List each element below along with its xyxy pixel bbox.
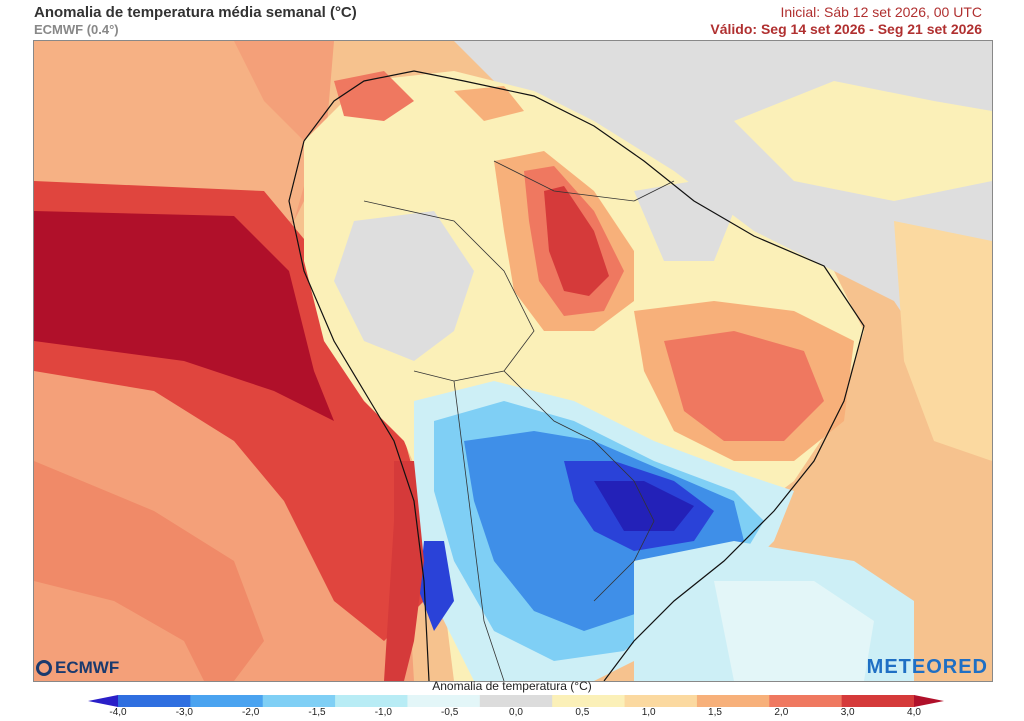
atlantic-pale-warm [734, 81, 992, 201]
caribbean-warm [334, 71, 414, 121]
legend-tick-label: 2,0 [774, 707, 789, 718]
legend-tick-label: 1,0 [641, 707, 656, 718]
legend-tick-label: 4,0 [907, 707, 921, 718]
andes-neutral [334, 211, 474, 361]
legend-swatch [696, 695, 770, 707]
amazon-warm-strong [544, 186, 609, 296]
legend-tick-label: -1,5 [308, 707, 326, 718]
border-north [493, 160, 675, 202]
model-label: ECMWF (0.4°) [34, 22, 119, 37]
south-atlantic-pale [714, 581, 874, 681]
pacific-north-warm [34, 41, 314, 221]
legend-tick-label: -2,0 [242, 707, 260, 718]
legend-ticks: -4,0 -3,0 -2,0 -1,5 -1,0 -0,5 0,0 0,5 1,0 1,5 2,0 3… [0, 707, 1024, 721]
valid-period: Válido: Seg 14 set 2026 - Seg 21 set 202… [710, 21, 982, 37]
atlantic-east-warm [894, 221, 992, 461]
map-title: Anomalia de temperatura média semanal (°… [34, 4, 357, 21]
legend-swatch [262, 695, 336, 707]
legend-tick-label: -0,5 [441, 707, 459, 718]
chile-cool-strip [419, 541, 454, 631]
meteored-logo: METEORED [866, 656, 988, 678]
border-chile-argentina [453, 380, 505, 681]
legend-swatch [190, 695, 264, 707]
legend-title: Anomalia de temperatura (°C) [432, 679, 592, 693]
color-legend [88, 695, 944, 707]
legend-arrow-left [88, 695, 118, 707]
legend-tick-label: 3,0 [840, 707, 855, 718]
pacific-south-light [34, 581, 204, 681]
northeast-warm-mid [664, 331, 824, 441]
ecmwf-logo-text: ECMWF [55, 658, 120, 677]
legend-tick-label: -3,0 [175, 707, 193, 718]
coastline-west [288, 140, 430, 681]
border-bolivia-paraguay [503, 370, 655, 602]
legend-swatch [841, 695, 915, 707]
anomaly-map [33, 40, 993, 682]
legend-tick-label: 1,5 [708, 707, 722, 718]
legend-swatch [407, 695, 481, 707]
legend-tick-label: 0,0 [509, 707, 523, 718]
ecmwf-logo: ECMWF [36, 658, 119, 678]
guiana-warm [454, 86, 524, 121]
pacific-warm-strong [34, 211, 334, 421]
legend-swatch [552, 695, 626, 707]
legend-tick-label: -1,0 [374, 707, 392, 718]
ecmwf-logo-icon [36, 660, 52, 676]
anomaly-map-svg [34, 41, 992, 681]
legend-swatch [118, 695, 191, 707]
legend-arrow-right [914, 695, 944, 707]
legend-tick-label: -4,0 [109, 707, 127, 718]
coastline-east [303, 70, 865, 681]
north-neutral [634, 181, 734, 261]
coastal-warm-strip [384, 461, 424, 681]
legend-swatch [479, 695, 553, 707]
legend-swatch [624, 695, 698, 707]
legend-swatch [769, 695, 843, 707]
initial-time: Inicial: Sáb 12 set 2026, 00 UTC [780, 4, 982, 20]
legend-swatch [335, 695, 408, 707]
south-cool-core [594, 481, 694, 531]
legend-tick-label: 0,5 [575, 707, 590, 718]
